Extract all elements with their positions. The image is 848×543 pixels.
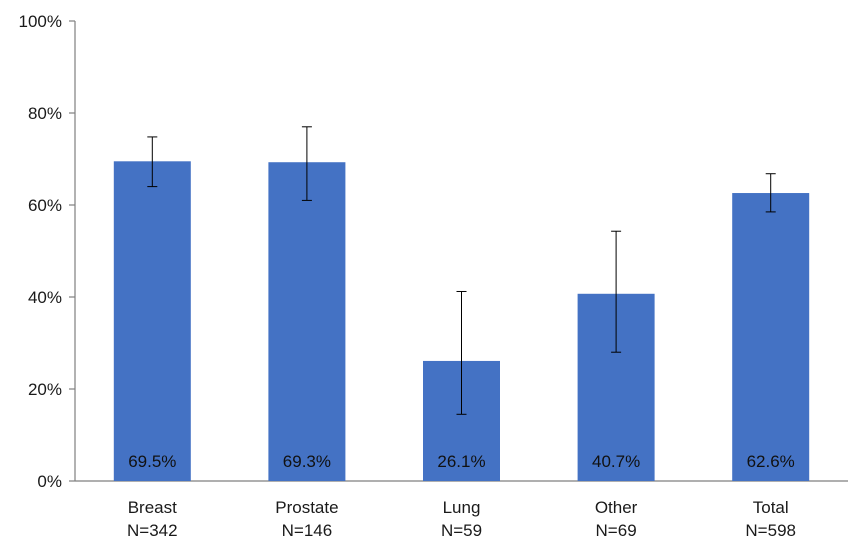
data-label: 62.6% bbox=[747, 452, 795, 471]
plot-area: 0% 20% 40% 60% 80% 100% 69.5% Breast N=342 69.3% P… bbox=[19, 12, 848, 540]
x-category-label: Prostate bbox=[275, 498, 338, 517]
x-category-label: Other bbox=[595, 498, 638, 517]
x-category-sublabel: N=69 bbox=[596, 521, 637, 540]
data-label: 40.7% bbox=[592, 452, 640, 471]
y-tick-label: 80% bbox=[28, 104, 62, 123]
x-category-label: Breast bbox=[128, 498, 177, 517]
y-tick-label: 20% bbox=[28, 380, 62, 399]
bar-breast bbox=[113, 161, 191, 482]
y-tick-label: 60% bbox=[28, 196, 62, 215]
bar-total bbox=[732, 193, 810, 482]
x-category-sublabel: N=342 bbox=[127, 521, 178, 540]
y-tick-label: 100% bbox=[19, 12, 62, 31]
x-category-label: Total bbox=[753, 498, 789, 517]
data-label: 69.3% bbox=[283, 452, 331, 471]
x-category-sublabel: N=59 bbox=[441, 521, 482, 540]
x-category-sublabel: N=598 bbox=[745, 521, 796, 540]
bar-prostate bbox=[268, 162, 346, 481]
x-category-label: Lung bbox=[443, 498, 481, 517]
data-label: 26.1% bbox=[437, 452, 485, 471]
y-tick-label: 40% bbox=[28, 288, 62, 307]
data-label: 69.5% bbox=[128, 452, 176, 471]
x-category-sublabel: N=146 bbox=[282, 521, 333, 540]
y-tick-label: 0% bbox=[37, 472, 62, 491]
